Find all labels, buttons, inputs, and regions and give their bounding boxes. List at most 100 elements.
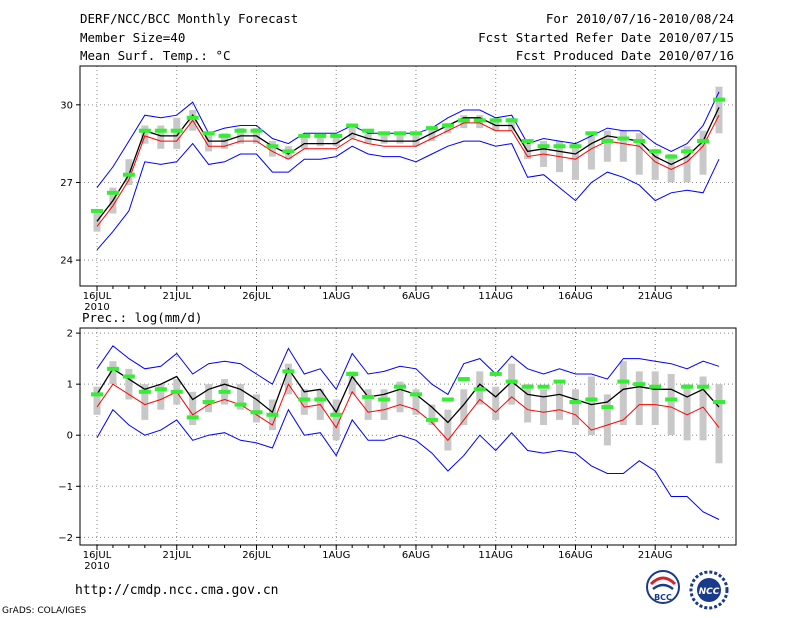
ensemble-spread-bar [300, 135, 308, 149]
observed-marker [314, 133, 327, 138]
observed-marker [234, 128, 247, 133]
observed-marker [521, 384, 534, 389]
forecast-start-date: Fcst Started Refer Date 2010/07/15 [478, 30, 734, 45]
plot-frame [79, 327, 737, 546]
plot-frame [79, 65, 737, 287]
observed-marker [457, 118, 470, 123]
observed-marker [585, 131, 598, 136]
observed-marker [649, 149, 662, 154]
observed-marker [202, 131, 215, 136]
x-tick-label: 16AUG [558, 291, 593, 302]
y-tick-label: 24 [60, 256, 73, 267]
observed-marker [122, 172, 135, 177]
ensemble-spread-bar [412, 389, 420, 415]
ensemble-spread-bar [380, 389, 388, 420]
observed-marker [170, 389, 183, 394]
ensemble-spread-bar [683, 384, 691, 441]
ensemble-spread-bar [603, 394, 611, 446]
observed-marker [330, 133, 343, 138]
observed-marker [697, 139, 710, 144]
ensemble-spread-bar [189, 391, 197, 426]
x-tick-label: 6AUG [402, 550, 430, 561]
ensemble-spread-bar [587, 376, 595, 436]
ensemble-spread-bar [619, 130, 627, 162]
ensemble-spread-bar [444, 122, 452, 134]
bcc-logo-text: BCC [654, 593, 672, 602]
ensemble-spread-bar [348, 125, 356, 139]
observed-marker [138, 389, 151, 394]
ensemble-spread-bar [619, 361, 627, 426]
ensemble-spread-bar [651, 371, 659, 426]
ensemble-spread-bar [524, 384, 532, 423]
grads-credit: GrADS: COLA/IGES [2, 606, 87, 616]
x-year-label: 2010 [84, 302, 109, 313]
ensemble-spread-bar [380, 133, 388, 144]
observed-marker [106, 366, 119, 371]
observed-marker [441, 397, 454, 402]
ensemble-spread-bar [300, 389, 308, 415]
ensemble-spread-bar [699, 130, 707, 175]
ensemble-spread-bar [252, 394, 260, 423]
observed-marker [346, 371, 359, 376]
ensemble-spread-bar [412, 133, 420, 147]
observed-marker [409, 131, 422, 136]
series-line-upper [96, 91, 720, 188]
ensemble-spread-bar [460, 389, 468, 426]
y-tick-label: 27 [60, 178, 73, 189]
ensemble-spread-bar [348, 371, 356, 395]
observed-marker [489, 118, 502, 123]
precip-label: Prec.: log(mm/d) [82, 310, 203, 325]
observed-marker [282, 369, 295, 374]
ensemble-spread-bar [125, 159, 133, 186]
ensemble-spread-bar [284, 363, 292, 395]
observed-marker [170, 128, 183, 133]
ensemble-spread-bar [587, 133, 595, 170]
forecast-period: For 2010/07/16-2010/08/24 [545, 11, 734, 26]
y-tick-label: 0 [67, 431, 73, 442]
x-tick-label: 21AUG [638, 550, 673, 561]
observed-marker [633, 139, 646, 144]
ensemble-spread-bar [444, 409, 452, 451]
member-size: Member Size=40 [80, 30, 186, 45]
source-url[interactable]: http://cmdp.ncc.cma.gov.cn [75, 583, 279, 598]
ensemble-spread-bar [715, 86, 723, 134]
observed-marker [122, 374, 135, 379]
ensemble-spread-bar [667, 373, 675, 436]
observed-marker [250, 410, 263, 415]
ensemble-spread-bar [524, 141, 532, 160]
x-tick-label: 21JUL [162, 291, 191, 302]
observed-marker [713, 400, 725, 405]
observed-marker [537, 144, 550, 149]
series-line-upper [96, 345, 720, 396]
ensemble-spread-bar [715, 384, 723, 464]
variable-label: Mean Surf. Temp.: °C [80, 48, 231, 63]
x-tick-label: 6AUG [402, 291, 430, 302]
ensemble-spread-bar [540, 389, 548, 426]
observed-marker [457, 377, 470, 382]
observed-marker [617, 379, 630, 384]
observed-marker [250, 128, 263, 133]
x-tick-label: 1AUG [322, 550, 350, 561]
observed-marker [266, 412, 279, 417]
series-line-mean [96, 107, 720, 222]
x-tick-label: 16JUL [83, 550, 112, 561]
observed-marker [186, 115, 199, 120]
y-tick-label: −2 [58, 533, 73, 544]
x-tick-label: 11AUG [478, 550, 513, 561]
observed-marker [298, 133, 311, 138]
observed-marker [713, 97, 725, 102]
ensemble-spread-bar [141, 125, 149, 144]
series-line-median [96, 383, 720, 442]
observed-marker [665, 397, 678, 402]
ensemble-spread-bar [332, 399, 340, 441]
ensemble-spread-bar [141, 384, 149, 420]
ensemble-spread-bar [157, 125, 165, 149]
ensemble-spread-bar [237, 384, 245, 410]
ensemble-spread-bar [173, 117, 181, 149]
ensemble-spread-bar [635, 371, 643, 426]
ensemble-spread-bar [635, 133, 643, 175]
ensemble-spread-bar [492, 117, 500, 131]
observed-marker [330, 412, 343, 417]
observed-marker [378, 397, 391, 402]
